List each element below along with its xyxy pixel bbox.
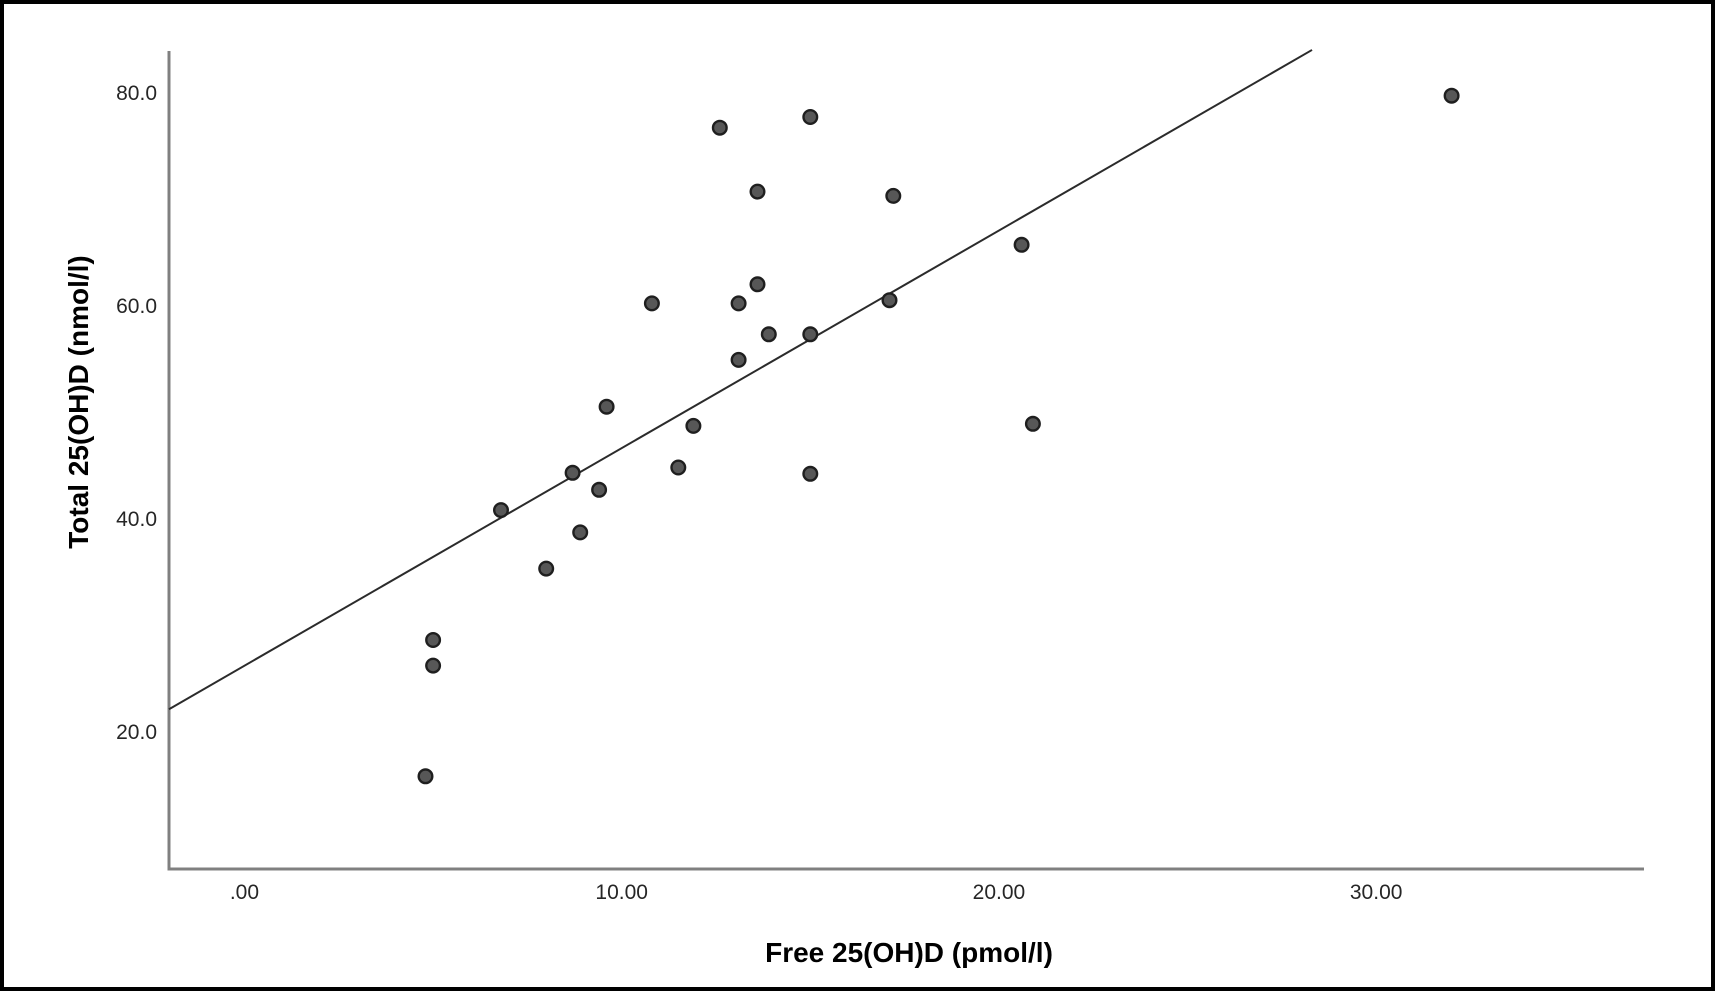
data-point <box>685 417 702 434</box>
data-point <box>885 187 902 204</box>
x-axis-title: Free 25(OH)D (pmol/l) <box>765 937 1053 968</box>
x-tick-label: 30.00 <box>1349 881 1403 904</box>
data-point <box>572 524 589 541</box>
data-point <box>1443 87 1460 104</box>
data-point <box>1013 236 1030 253</box>
data-point <box>564 464 581 481</box>
data-point <box>598 398 615 415</box>
data-point <box>730 351 747 368</box>
data-point <box>711 119 728 136</box>
data-point <box>802 326 819 343</box>
data-point <box>538 560 555 577</box>
y-tick-label: 60.0 <box>116 294 157 318</box>
x-tick-label: 20.00 <box>972 881 1026 904</box>
data-point <box>749 183 766 200</box>
x-tick-label: 10.00 <box>595 881 648 904</box>
data-point <box>417 768 434 785</box>
data-point <box>425 632 442 649</box>
data-point <box>730 295 747 312</box>
data-point <box>591 481 608 498</box>
x-tick-label: .00 <box>229 881 260 904</box>
data-point <box>802 465 819 482</box>
data-point <box>493 502 510 519</box>
data-point <box>425 657 442 674</box>
data-point <box>802 108 819 125</box>
y-tick-label: 40.0 <box>116 507 157 531</box>
data-point <box>749 276 766 293</box>
data-point <box>1024 415 1041 432</box>
data-point <box>881 292 898 309</box>
trend-line <box>168 49 1313 711</box>
data-point <box>643 295 660 312</box>
y-tick-label: 20.0 <box>116 720 157 744</box>
scatter-chart-canvas <box>167 49 1644 871</box>
y-tick-label: 80.0 <box>116 81 157 105</box>
data-point <box>670 459 687 476</box>
data-point <box>760 326 777 343</box>
